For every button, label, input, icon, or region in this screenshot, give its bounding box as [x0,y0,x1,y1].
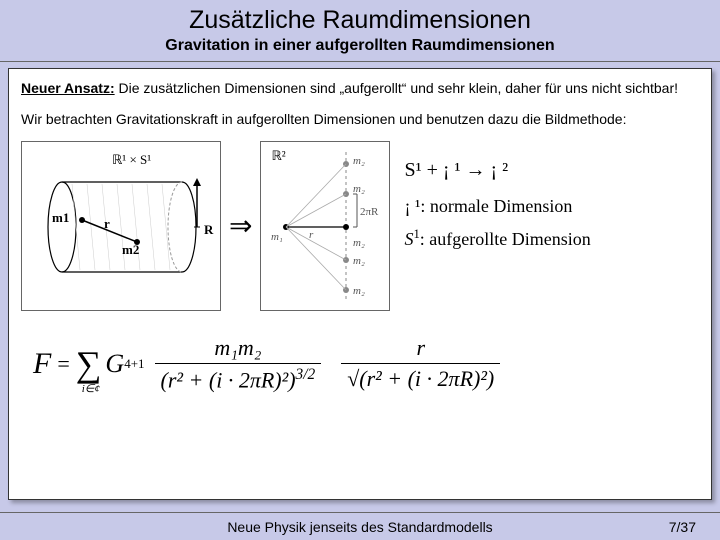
svg-text:m₁: m₁ [271,231,283,243]
formula-G-sub: 4+1 [124,356,144,372]
frac1-den-exp: 3/2 [296,366,316,383]
svg-text:m₂: m₂ [353,285,365,297]
frac1-den: (r² + (i · 2πR)²)3/2 [155,363,322,393]
footer-text: Neue Physik jenseits des Standardmodells [227,519,492,535]
diagram-row: ℝ¹ × S¹ m1 m2 r R ⇒ [21,141,699,311]
sigma: ∑i∈¢ [76,343,102,385]
side-eq-1: S¹ + ¡ ¹ → ¡ ² [404,159,699,182]
paragraph-1: Neuer Ansatz: Die zusätzlichen Dimension… [21,79,699,98]
flat-diagram: m₂ m₂ 2πR m₂ m₂ m₂ m₁ r ℝ² [260,141,390,311]
svg-text:m₂: m₂ [353,155,365,167]
svg-text:r: r [309,229,314,241]
flat-space-label: ℝ² [271,148,285,164]
formula-G: G [105,349,124,379]
footer-page: 7/37 [669,519,696,535]
ansatz-text: Die zusätzlichen Dimensionen sind „aufge… [115,80,678,96]
svg-text:2πR: 2πR [360,206,379,218]
frac1-num: m₁m₂ [208,335,267,363]
cyl-R: R [204,222,213,238]
frac-1: m₁m₂ (r² + (i · 2πR)²)3/2 [155,335,322,393]
side-eq-2: ¡ ¹: normale Dimension [404,196,699,217]
frac-2: r √(r² + (i · 2πR)²) [341,335,500,392]
cyl-m1: m1 [52,210,69,226]
footer: Neue Physik jenseits des Standardmodells… [0,512,720,540]
divider [0,61,720,62]
ansatz-label: Neuer Ansatz: [21,80,115,96]
slide-header: Zusätzliche Raumdimensionen Gravitation … [0,0,720,61]
slide-title: Zusätzliche Raumdimensionen [0,6,720,35]
svg-text:m₂: m₂ [353,255,365,267]
side-equations: S¹ + ¡ ¹ → ¡ ² ¡ ¹: normale Dimension S1… [396,141,699,311]
formula: F = ∑i∈¢ G4+1 m₁m₂ (r² + (i · 2πR)²)3/2 … [21,335,699,393]
s-rest: : aufgerollte Dimension [420,229,591,249]
frac2-num: r [410,335,431,363]
frac2-den: √(r² + (i · 2πR)²) [341,363,500,392]
frac1-den-base: (r² + (i · 2πR)²) [161,367,296,392]
flat-svg: m₂ m₂ 2πR m₂ m₂ m₂ m₁ r [261,142,391,312]
cyl-r: r [104,216,110,232]
cyl-m2: m2 [122,242,139,258]
formula-F: F [33,347,51,381]
svg-text:m₂: m₂ [353,237,365,249]
content-panel: Neuer Ansatz: Die zusätzlichen Dimension… [8,68,712,500]
sigma-sub: i∈¢ [82,382,100,395]
cyl-space-label: ℝ¹ × S¹ [112,152,151,168]
formula-eq: = [57,351,69,377]
slide-subtitle: Gravitation in einer aufgerollten Raumdi… [0,37,720,59]
side-eq-3: S1: aufgerollte Dimension [404,227,699,250]
cylinder-diagram: ℝ¹ × S¹ m1 m2 r R [21,141,221,311]
svg-text:m₂: m₂ [353,183,365,195]
arrow-implies: ⇒ [229,209,252,243]
paragraph-2: Wir betrachten Gravitationskraft in aufg… [21,110,699,129]
